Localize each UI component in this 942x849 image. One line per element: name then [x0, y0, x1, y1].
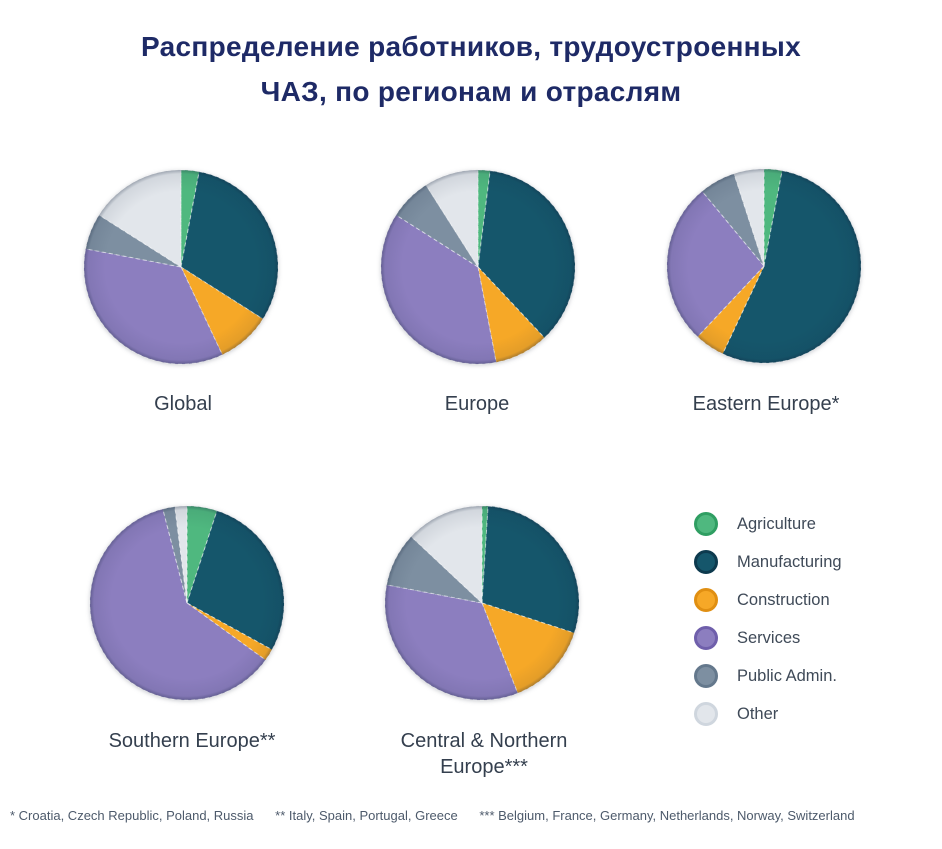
footnotes: * Croatia, Czech Republic, Poland, Russi…	[10, 808, 942, 823]
legend-label-services: Services	[737, 628, 801, 647]
services-swatch-icon	[694, 626, 718, 650]
legend-item-other: Other	[694, 702, 842, 726]
chart-title-line1: Распределение работников, трудоустроенны…	[141, 31, 801, 62]
pie-chart-central-northern-europe	[383, 504, 581, 702]
legend-label-agriculture: Agriculture	[737, 514, 816, 533]
legend-item-construction: Construction	[694, 588, 842, 612]
footnote-southern-europe: ** Italy, Spain, Portugal, Greece	[275, 808, 458, 823]
legend-label-public-admin: Public Admin.	[737, 666, 837, 685]
legend-label-manufacturing: Manufacturing	[737, 552, 842, 571]
legend-label-construction: Construction	[737, 590, 830, 609]
chart-title-line2: ЧАЗ, по регионам и отраслям	[260, 76, 682, 107]
other-swatch-icon	[694, 702, 718, 726]
pie-label-eastern-europe: Eastern Europe*	[692, 393, 840, 415]
construction-swatch-icon	[694, 588, 718, 612]
pie-chart-europe	[379, 168, 577, 366]
legend: Agriculture Manufacturing Construction S…	[694, 512, 842, 740]
manufacturing-swatch-icon	[694, 550, 718, 574]
agriculture-swatch-icon	[694, 512, 718, 536]
pie-label-central-northern-europe: Central & Northern Europe***	[400, 730, 568, 778]
footnote-central-northern-europe: *** Belgium, France, Germany, Netherland…	[479, 808, 855, 823]
chart-title: Распределение работников, трудоустроенны…	[0, 24, 942, 114]
pie-chart-global	[82, 168, 280, 366]
pie-chart-southern-europe	[88, 504, 286, 702]
pie-label-europe: Europe	[444, 393, 510, 415]
footnote-eastern-europe: * Croatia, Czech Republic, Poland, Russi…	[10, 808, 254, 823]
legend-item-manufacturing: Manufacturing	[694, 550, 842, 574]
pie-label-southern-europe: Southern Europe**	[108, 730, 276, 752]
legend-item-services: Services	[694, 626, 842, 650]
legend-item-public-admin: Public Admin.	[694, 664, 842, 688]
legend-label-other: Other	[737, 704, 779, 723]
pie-label-global: Global	[154, 393, 212, 415]
legend-item-agriculture: Agriculture	[694, 512, 842, 536]
public-admin-swatch-icon	[694, 664, 718, 688]
pie-chart-eastern-europe	[665, 167, 863, 365]
